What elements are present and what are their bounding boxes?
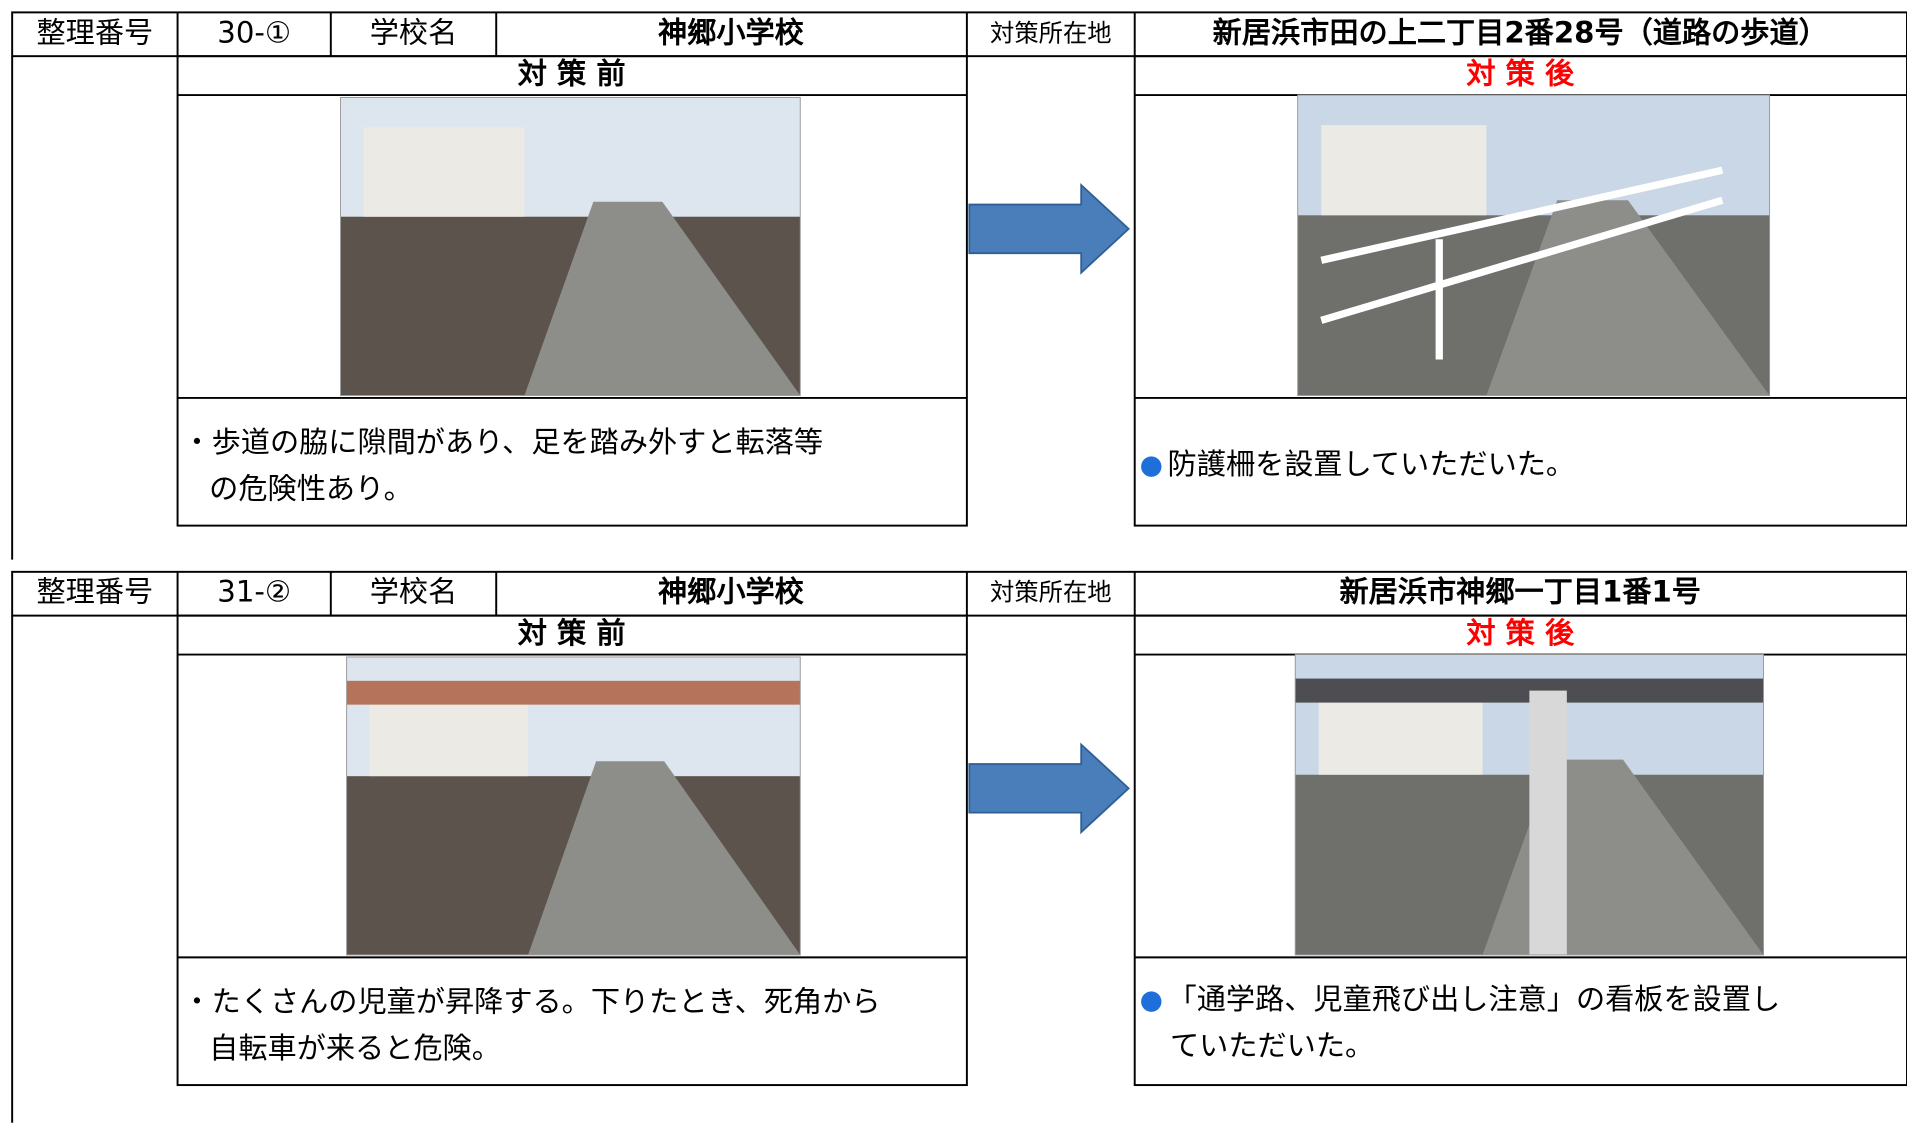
school: 神郷小学校	[658, 575, 805, 609]
before-description: ・歩道の脇に隙間があり、足を踏み外すと転落等	[182, 425, 823, 459]
photo-road	[524, 201, 801, 396]
number: 30-①	[217, 15, 291, 49]
number-label: 整理番号	[37, 15, 154, 49]
photo-building	[363, 127, 525, 217]
after-label: 対 策 後	[1466, 616, 1575, 650]
cell-border	[176, 614, 968, 1087]
before-label: 対 策 前	[518, 616, 626, 650]
school-label: 学校名	[370, 15, 458, 49]
after-bullet: ●	[1140, 985, 1163, 1016]
after-label: 対 策 後	[1466, 57, 1575, 91]
photo-bridge	[346, 680, 801, 705]
location-label: 対策所在地	[990, 578, 1112, 607]
photo-frame	[1294, 654, 1764, 956]
after-description: ていただいた。	[1170, 1028, 1374, 1062]
photo-building	[1321, 125, 1487, 216]
photo-frame	[1297, 94, 1771, 396]
photo-frame	[340, 97, 801, 396]
school-label: 学校名	[370, 575, 458, 609]
school: 神郷小学校	[658, 15, 805, 49]
before-label: 対 策 前	[518, 57, 626, 91]
before-description: 自転車が来ると危険。	[209, 1031, 501, 1065]
cell-border	[1133, 614, 1907, 1087]
before-description: ・たくさんの児童が昇降する。下りたとき、死角から	[182, 985, 880, 1019]
after-description: 「通学路、児童飛び出し注意」の看板を設置し	[1168, 982, 1781, 1016]
number-label: 整理番号	[37, 575, 154, 609]
location: 新居浜市神郷一丁目1番1号	[1339, 575, 1701, 609]
photo-fence	[1320, 166, 1724, 360]
photo	[346, 656, 801, 956]
location-label: 対策所在地	[990, 18, 1112, 47]
photo-road	[528, 761, 801, 955]
arrow	[968, 742, 1130, 835]
arrow	[968, 183, 1130, 275]
photo	[340, 97, 801, 396]
cell-border	[1133, 55, 1907, 527]
photo-frame	[346, 656, 801, 956]
location: 新居浜市田の上二丁目2番28号（道路の歩道）	[1213, 15, 1828, 49]
photo	[1294, 654, 1764, 956]
number: 31-②	[217, 575, 291, 609]
after-bullet: ●	[1140, 450, 1163, 481]
before-description: の危険性あり。	[209, 471, 413, 505]
after-description: 防護柵を設置していただいた。	[1168, 447, 1576, 481]
cell-border	[176, 55, 968, 527]
photo	[1297, 94, 1771, 396]
photo-pillar	[1529, 690, 1567, 955]
